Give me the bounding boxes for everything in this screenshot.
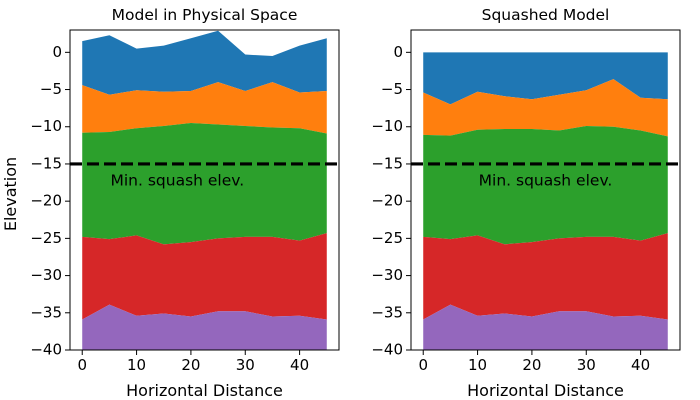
x-tick-label: 40 bbox=[631, 356, 650, 374]
layer-3 bbox=[82, 123, 327, 245]
layer-5 bbox=[82, 304, 327, 350]
y-tick-label: −35 bbox=[371, 303, 403, 321]
x-axis-label: Horizontal Distance bbox=[467, 381, 624, 400]
layer-2 bbox=[82, 82, 327, 134]
y-tick-label: −10 bbox=[371, 117, 403, 135]
layer-4 bbox=[423, 233, 668, 320]
layer-2 bbox=[423, 79, 668, 137]
y-tick-label: −5 bbox=[40, 80, 62, 98]
layer-4 bbox=[82, 233, 327, 320]
x-tick-label: 10 bbox=[127, 356, 146, 374]
layer-5 bbox=[423, 304, 668, 350]
annotation-label: Min. squash elev. bbox=[110, 172, 244, 190]
y-tick-label: −25 bbox=[30, 229, 62, 247]
y-tick-label: −5 bbox=[381, 80, 403, 98]
y-tick-label: 0 bbox=[393, 43, 403, 61]
x-tick-label: 30 bbox=[577, 356, 596, 374]
y-tick-label: −30 bbox=[371, 266, 403, 284]
layer-1 bbox=[423, 52, 668, 105]
y-tick-label: −40 bbox=[30, 341, 62, 359]
x-tick-label: 20 bbox=[181, 356, 200, 374]
y-tick-label: −35 bbox=[30, 303, 62, 321]
x-tick-label: 30 bbox=[236, 356, 255, 374]
chart-panel-squashed: Min. squash elev. 0 −5 −10 −15 −20 −25 −30 −35 −4… bbox=[371, 6, 681, 400]
y-axis-label: Elevation bbox=[1, 157, 20, 231]
y-tick-label: −20 bbox=[371, 192, 403, 210]
layer-3 bbox=[423, 126, 668, 245]
chart-panel-physical: Min. squash elev. 0 −5 −10 −15 −20 −25 −30 −35 −4… bbox=[30, 6, 340, 400]
y-tick-label: −10 bbox=[30, 117, 62, 135]
x-axis-label: Horizontal Distance bbox=[126, 381, 283, 400]
y-tick-label: −30 bbox=[30, 266, 62, 284]
axes-frame bbox=[410, 29, 681, 351]
chart-title: Squashed Model bbox=[482, 6, 610, 24]
y-tick-label: −20 bbox=[30, 192, 62, 210]
y-tick-label: −15 bbox=[30, 154, 62, 172]
x-tick-label: 0 bbox=[77, 356, 87, 374]
axes-frame bbox=[69, 29, 340, 351]
x-tick-label: 20 bbox=[522, 356, 541, 374]
x-tick-label: 10 bbox=[468, 356, 487, 374]
plot-area bbox=[82, 30, 327, 350]
chart-title: Model in Physical Space bbox=[112, 6, 298, 24]
x-tick-label: 0 bbox=[418, 356, 428, 374]
y-tick-label: −40 bbox=[371, 341, 403, 359]
plot-area bbox=[423, 52, 668, 350]
y-tick-label: −15 bbox=[371, 154, 403, 172]
y-tick-label: −25 bbox=[371, 229, 403, 247]
layer-1 bbox=[82, 30, 327, 95]
y-tick-label: 0 bbox=[52, 43, 62, 61]
annotation-label: Min. squash elev. bbox=[479, 172, 613, 190]
x-tick-label: 40 bbox=[290, 356, 309, 374]
